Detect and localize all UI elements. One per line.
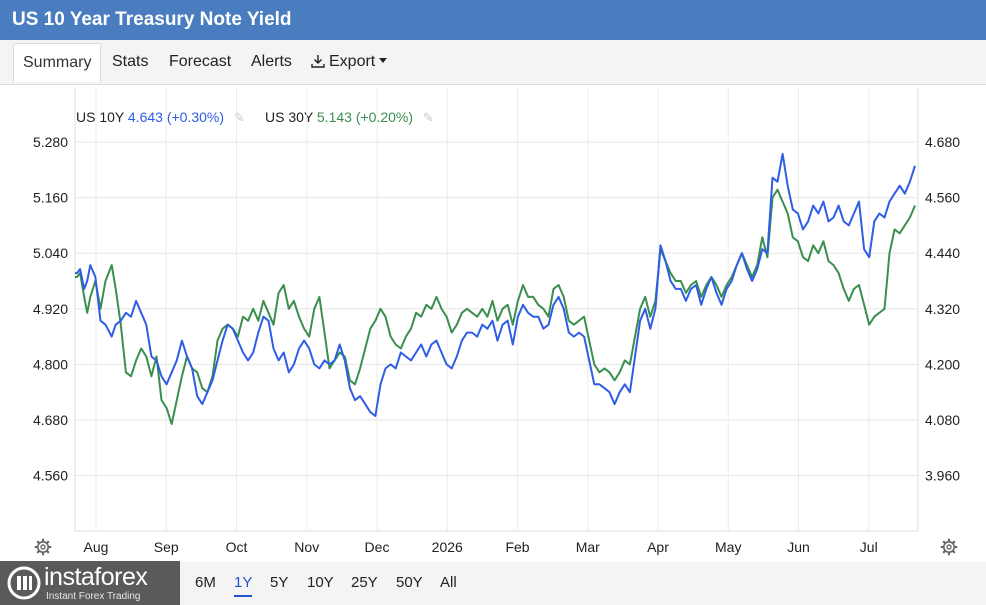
x-tick-label: Feb [505, 539, 529, 555]
range-1y[interactable]: 1Y [234, 574, 253, 597]
tab-forecast[interactable]: Forecast [160, 43, 240, 81]
legend-series-value: 5.143 (+0.20%) [316, 109, 414, 125]
legend-series-value: 4.643 (+0.30%) [127, 109, 225, 125]
instaforex-logo: instaforex Instant Forex Trading [0, 561, 180, 605]
right-tick-label: 4.680 [925, 134, 960, 150]
left-tick-label: 4.560 [33, 468, 68, 484]
right-tick-label: 4.080 [925, 412, 960, 428]
download-icon [311, 55, 325, 68]
x-tick-label: Sep [154, 539, 179, 555]
tab-label: Forecast [169, 53, 232, 70]
x-tick-label: Dec [365, 539, 390, 555]
tab-summary[interactable]: Summary [13, 43, 102, 82]
logo-tagline: Instant Forex Trading [46, 591, 141, 602]
x-tick-label: Jul [860, 539, 878, 555]
range-50y[interactable]: 50Y [396, 574, 423, 591]
x-tick-label: Aug [84, 539, 109, 555]
right-tick-label: 4.440 [925, 245, 960, 261]
series-line-us30y [75, 188, 916, 425]
x-tick-label: May [715, 539, 741, 555]
page-title: US 10 Year Treasury Note Yield [12, 9, 292, 30]
left-tick-label: 5.160 [33, 190, 68, 206]
range-6m[interactable]: 6M [195, 574, 216, 591]
tab-label: Summary [23, 54, 92, 71]
left-tick-label: 5.040 [33, 245, 68, 261]
x-tick-label: 2026 [432, 539, 463, 555]
left-tick-label: 4.680 [33, 412, 68, 428]
tab-alerts[interactable]: Alerts [242, 43, 301, 81]
series-line-us10y [75, 152, 916, 417]
legend-series-name: US 10Y [76, 109, 124, 125]
logo-mark-icon [7, 566, 41, 600]
x-tick-label: Mar [576, 539, 600, 555]
right-tick-label: 4.560 [925, 190, 960, 206]
left-tick-label: 4.800 [33, 356, 68, 372]
chevron-down-icon [379, 58, 388, 63]
range-5y[interactable]: 5Y [270, 574, 289, 591]
left-tick-label: 4.920 [33, 301, 68, 317]
tab-label: Export [329, 53, 376, 70]
x-tick-label: Nov [294, 539, 319, 555]
right-tick-label: 4.320 [925, 301, 960, 317]
x-tick-label: Oct [226, 539, 248, 555]
legend-item-us10y[interactable]: US 10Y 4.643 (+0.30%) ✎ [76, 109, 245, 126]
range-10y[interactable]: 10Y [307, 574, 334, 591]
left-settings-gear-icon[interactable] [34, 538, 52, 556]
right-tick-label: 4.200 [925, 356, 960, 372]
range-25y[interactable]: 25Y [351, 574, 378, 591]
range-all[interactable]: All [440, 574, 457, 591]
right-settings-gear-icon[interactable] [940, 538, 958, 556]
legend-item-us30y[interactable]: US 30Y 5.143 (+0.20%) ✎ [265, 109, 434, 126]
tab-stats[interactable]: Stats [103, 43, 157, 81]
tab-bar: Summary Stats Forecast Alerts Export [0, 40, 986, 85]
tab-label: Alerts [251, 53, 292, 70]
right-tick-label: 3.960 [925, 468, 960, 484]
x-tick-label: Jun [787, 539, 810, 555]
title-bar: US 10 Year Treasury Note Yield [0, 0, 986, 40]
export-menu-button[interactable]: Export [302, 43, 396, 81]
yield-chart[interactable]: 5.280 4.680 5.160 4.560 5.040 4.440 4.920 4.320… [0, 85, 986, 561]
left-tick-label: 5.280 [33, 134, 68, 150]
legend-series-name: US 30Y [265, 109, 313, 125]
edit-icon[interactable]: ✎ [422, 110, 434, 125]
tab-label: Stats [112, 53, 149, 70]
logo-name: instaforex [44, 563, 148, 591]
edit-icon[interactable]: ✎ [233, 110, 245, 125]
x-tick-label: Apr [647, 539, 669, 555]
